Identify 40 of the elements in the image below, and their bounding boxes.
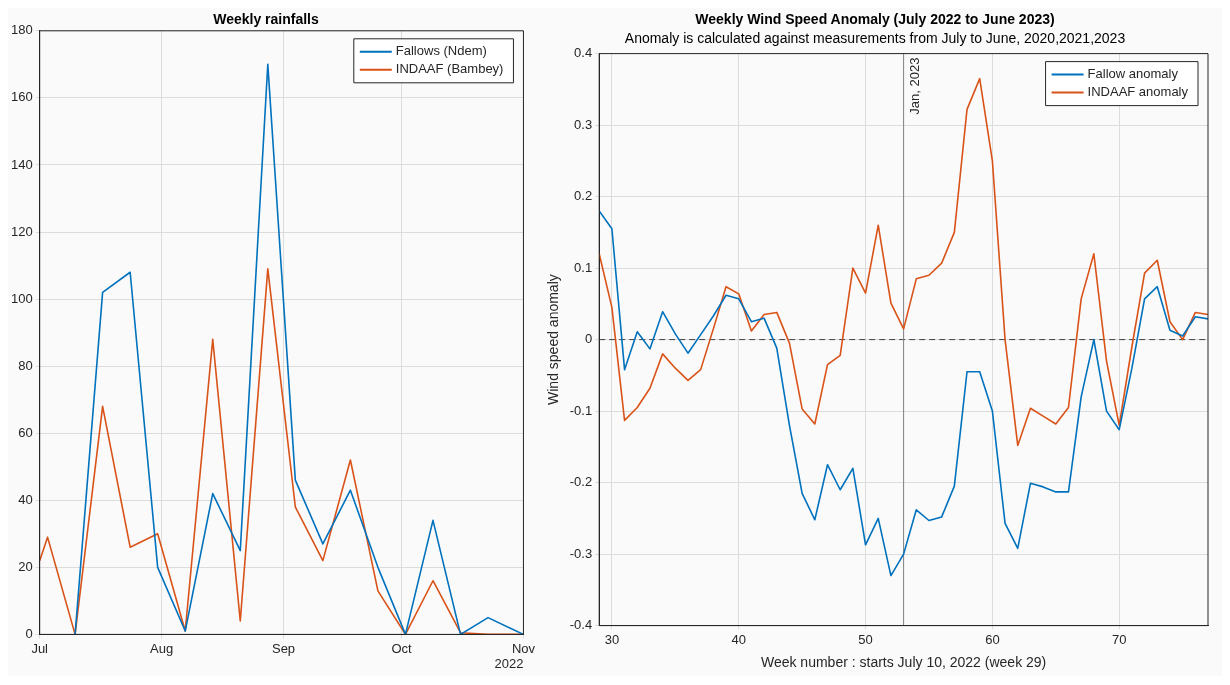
x-tick-label: Jul bbox=[31, 640, 49, 656]
y-tick-label: -0.1 bbox=[569, 402, 593, 418]
legend-label: INDAAF anomaly bbox=[1087, 84, 1189, 100]
x-tick-label: 40 bbox=[731, 631, 746, 647]
y-tick-label: 160 bbox=[10, 89, 33, 105]
y-tick-label: -0.2 bbox=[569, 474, 593, 490]
x-axis-title: Week number : starts July 10, 2022 (week 29) bbox=[760, 654, 1047, 671]
y-tick-label: 180 bbox=[10, 22, 33, 38]
x-tick-label: Aug bbox=[150, 640, 174, 656]
chart-title: Weekly rainfalls bbox=[213, 11, 319, 28]
x-tick-label: 60 bbox=[985, 631, 1000, 647]
legend-label: Fallows (Ndem) bbox=[395, 43, 487, 59]
y-tick-label: 0.3 bbox=[574, 116, 593, 132]
x-tick-label: 70 bbox=[1111, 631, 1127, 647]
y-tick-label: 100 bbox=[10, 290, 33, 306]
x-tick-label: Oct bbox=[391, 640, 413, 656]
y-tick-label: 60 bbox=[18, 424, 33, 440]
x-tick-label: Sep bbox=[271, 640, 296, 656]
ref-line-label: Jan, 2023 bbox=[906, 57, 922, 115]
text: 2022 bbox=[494, 656, 524, 672]
y-tick-label: -0.4 bbox=[569, 617, 593, 633]
y-tick-label: 80 bbox=[18, 357, 33, 373]
y-tick-label: 40 bbox=[18, 491, 33, 507]
y-tick-label: 0 bbox=[584, 331, 593, 347]
x-tick-label: 50 bbox=[858, 631, 873, 647]
y-axis-title: Wind speed anomaly bbox=[545, 274, 562, 405]
y-tick-label: 0.2 bbox=[574, 188, 593, 204]
y-tick-label: 0.4 bbox=[574, 45, 593, 61]
y-tick-label: 0.1 bbox=[574, 259, 593, 275]
y-tick-label: 0 bbox=[25, 625, 33, 641]
x-tick-label: 30 bbox=[604, 631, 620, 647]
chart-subtitle: Anomaly is calculated against measurements from July to June, 2020,2021,2023 bbox=[624, 30, 1126, 47]
y-tick-label: 20 bbox=[18, 558, 33, 574]
chart-title: Weekly Wind Speed Anomaly (July 2022 to June 2023) bbox=[695, 11, 1055, 28]
x-tick-label: Nov bbox=[511, 640, 536, 656]
y-tick-label: 140 bbox=[10, 156, 33, 172]
y-tick-label: -0.3 bbox=[569, 545, 593, 561]
legend-label: INDAAF (Bambey) bbox=[395, 61, 504, 77]
y-tick-label: 120 bbox=[10, 223, 33, 239]
legend-label: Fallow anomaly bbox=[1087, 66, 1179, 82]
